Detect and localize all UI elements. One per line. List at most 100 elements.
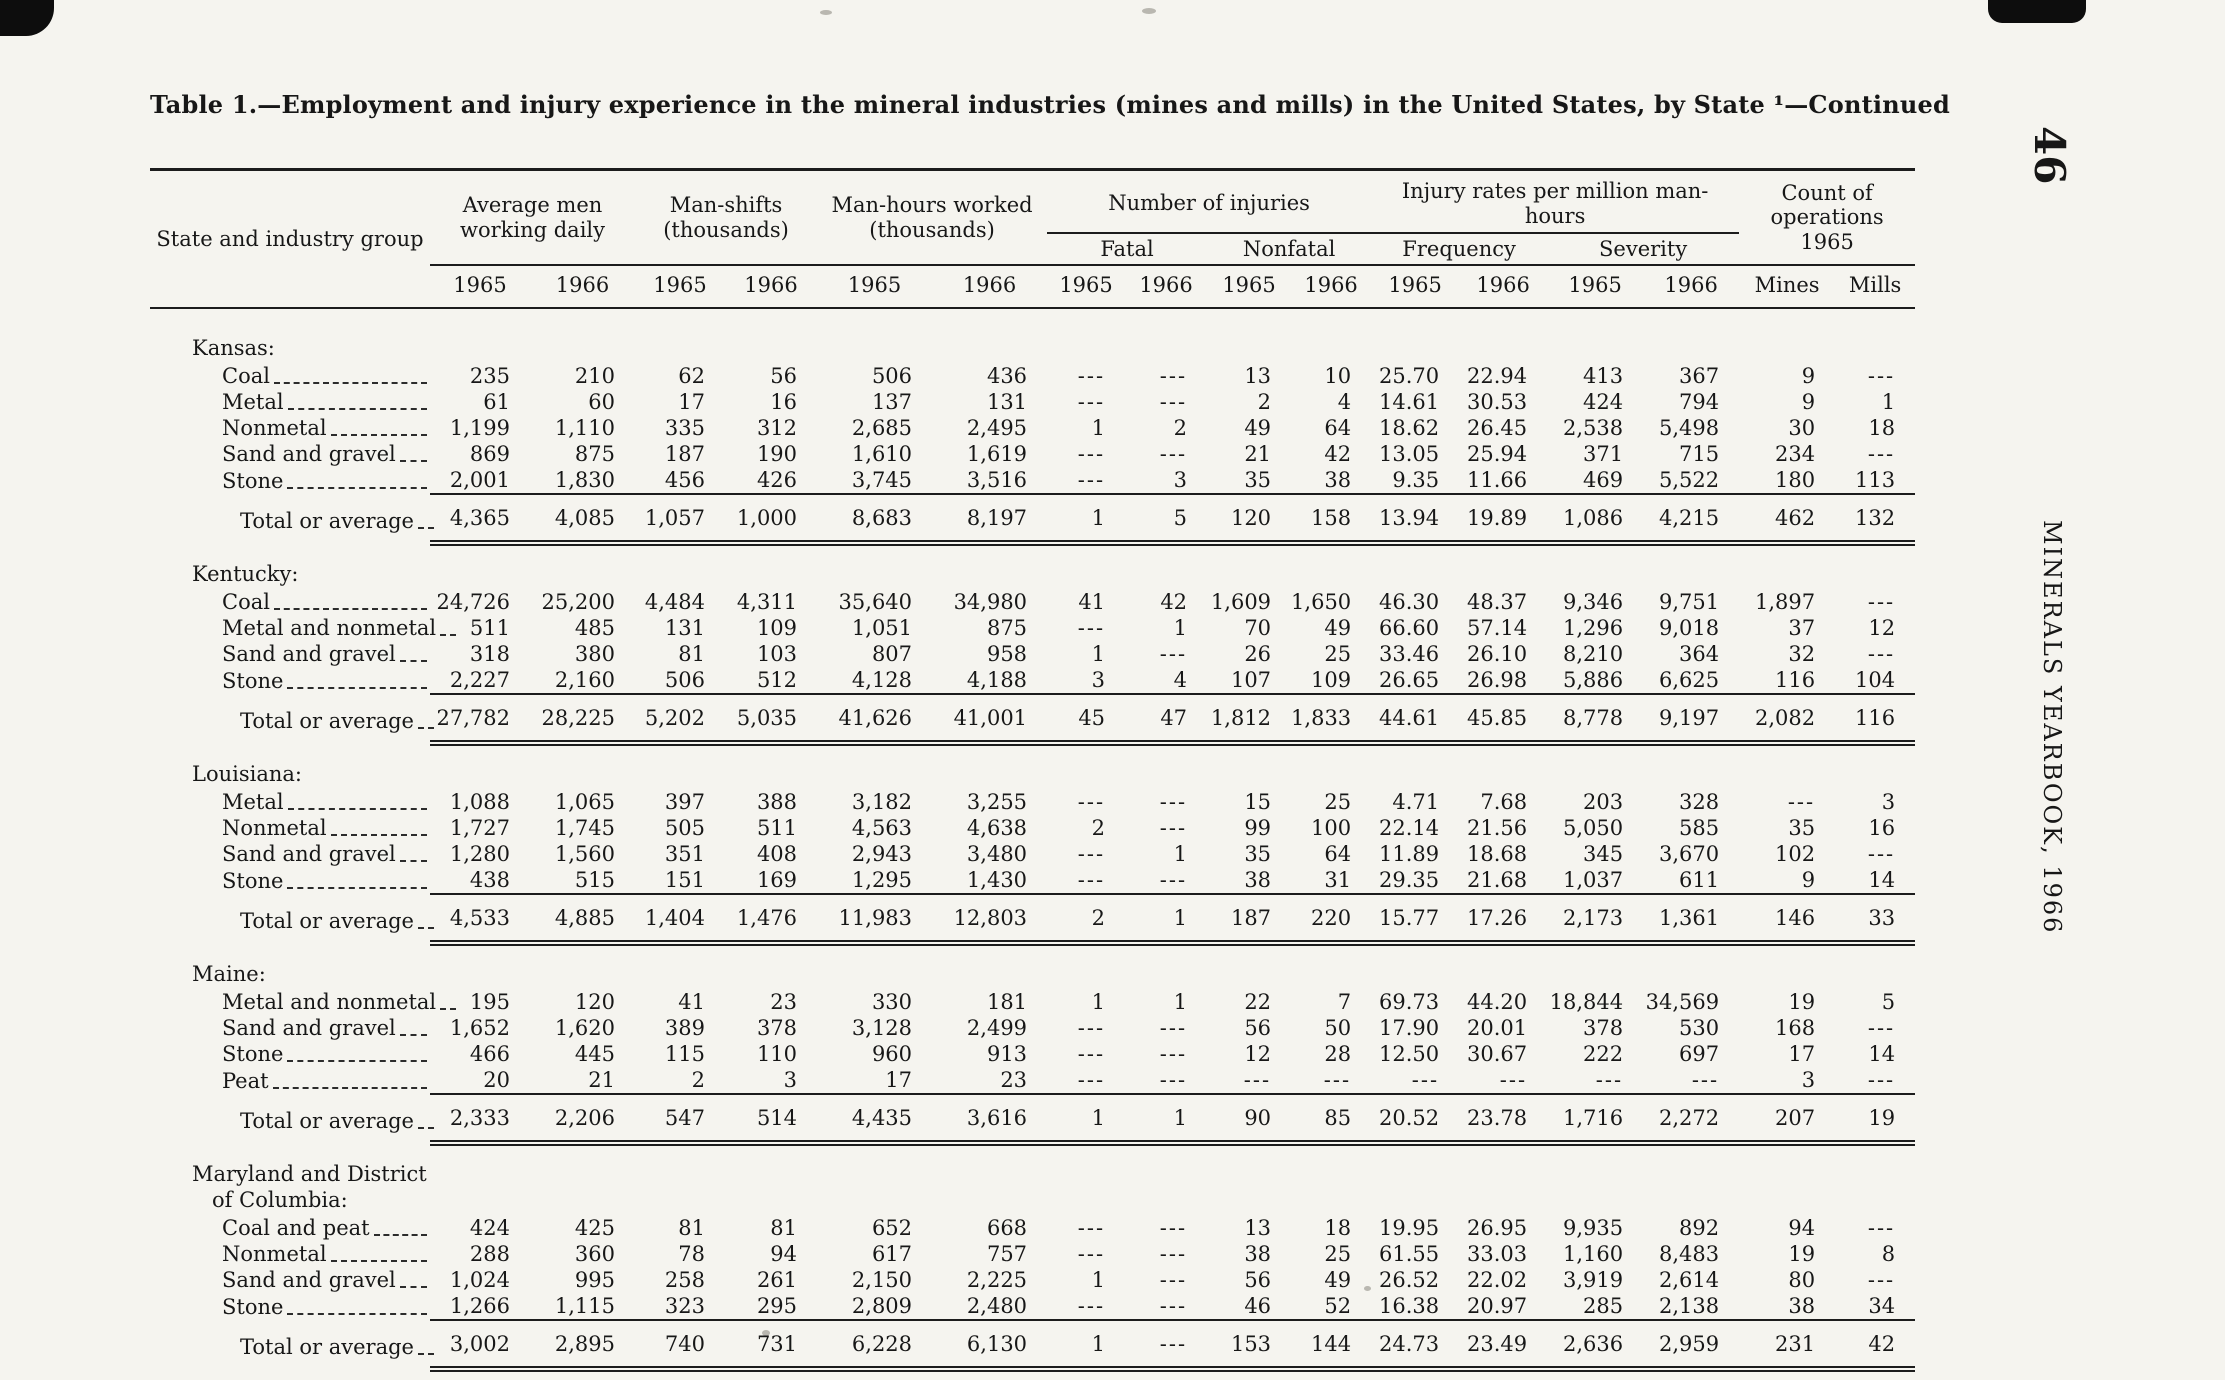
- dotted-leader: [287, 1060, 427, 1063]
- dotted-leader: [417, 1353, 434, 1356]
- value-cell: 9.35: [1392, 468, 1440, 493]
- value-cell: 34: [1868, 1294, 1896, 1319]
- total-label: Total or average: [150, 894, 434, 943]
- value-cell: 207: [1739, 1093, 1836, 1147]
- value-cell: ---: [1125, 1319, 1208, 1373]
- value-cell: 466: [469, 1042, 510, 1067]
- value-cell: 21.68: [1466, 868, 1528, 893]
- industry-row: Metal 1,088 1,065 397 388 3,182 3,255 --- --- 15 2…: [150, 789, 1915, 815]
- value-cell: 2,150: [851, 1268, 913, 1293]
- value-cell: 1,620: [554, 1016, 616, 1041]
- dotted-leader: [399, 1286, 427, 1289]
- row-label-text: Stone: [222, 669, 284, 694]
- dotted-leader: [330, 1260, 427, 1263]
- value-cell: 69.73: [1378, 990, 1440, 1015]
- year-header: 1965: [1371, 265, 1460, 310]
- value-cell: ---: [1159, 1068, 1188, 1093]
- industry-label: Metal and nonmetal: [150, 989, 457, 1015]
- value-cell: 1,280: [449, 842, 510, 867]
- value-cell: 18: [1868, 416, 1896, 441]
- value-cell: 33.46: [1378, 642, 1440, 667]
- value-cell: 64: [1324, 416, 1352, 441]
- row-label-text: Metal: [222, 390, 284, 415]
- value-cell: 27,782: [430, 693, 530, 747]
- industry-label: Stone: [150, 867, 430, 894]
- value-cell: 44.61: [1371, 693, 1460, 747]
- value-cell: 28,225: [530, 693, 636, 747]
- value-cell: 169: [756, 868, 798, 893]
- value-cell: 1: [1047, 1093, 1126, 1147]
- value-cell: 1,266: [449, 1294, 510, 1319]
- industry-label: Sand and gravel: [150, 441, 430, 467]
- value-cell: 62: [678, 364, 706, 389]
- year-header: 1966: [1459, 265, 1548, 310]
- industry-row: Stone 2,001 1,830 456 426 3,745 3,516 --- 3 35 38 9…: [150, 467, 1915, 494]
- value-cell: 50: [1324, 1016, 1352, 1041]
- value-cell: 1,086: [1547, 493, 1644, 547]
- value-cell: 16.38: [1378, 1294, 1440, 1319]
- table-wrap: State and industry group Average men wor…: [150, 168, 1916, 1373]
- value-cell: 6,130: [932, 1319, 1048, 1373]
- value-cell: 19: [1788, 1242, 1816, 1267]
- value-cell: 168: [1775, 1016, 1816, 1041]
- value-cell: 23: [770, 990, 798, 1015]
- total-label: Total or average: [150, 1094, 434, 1143]
- table-header: State and industry group Average men wor…: [150, 169, 1916, 310]
- value-cell: 113: [1855, 468, 1896, 493]
- value-cell: 2,272: [1643, 1093, 1740, 1147]
- row-label-text: Sand and gravel: [222, 642, 396, 667]
- value-cell: 1: [1173, 842, 1188, 867]
- value-cell: 81: [770, 1216, 798, 1241]
- dotted-leader: [287, 408, 427, 411]
- value-cell: 1,833: [1291, 693, 1372, 747]
- dotted-leader: [440, 1008, 457, 1011]
- value-cell: 438: [469, 868, 510, 893]
- value-cell: 511: [756, 816, 798, 841]
- value-cell: 345: [1583, 842, 1624, 867]
- value-cell: 33: [1835, 893, 1916, 947]
- value-cell: 21: [1244, 442, 1272, 467]
- value-cell: 1,897: [1755, 590, 1816, 615]
- year-header: 1966: [1643, 265, 1740, 310]
- value-cell: 506: [871, 364, 913, 389]
- dotted-leader: [399, 460, 427, 463]
- value-cell: 1: [1091, 642, 1106, 667]
- value-cell: 46.30: [1378, 590, 1440, 615]
- label-wrap: Nonmetal: [150, 815, 430, 841]
- group-spacer: [150, 743, 1915, 758]
- value-cell: 47: [1125, 693, 1208, 747]
- value-cell: ---: [1077, 468, 1106, 493]
- value-cell: 8,683: [817, 493, 933, 547]
- value-cell: 4,533: [430, 893, 530, 947]
- dotted-leader: [399, 860, 427, 863]
- value-cell: ---: [1595, 1068, 1624, 1093]
- value-cell: 2: [1257, 390, 1272, 415]
- industry-row: Nonmetal 1,199 1,110 335 312 2,685 2,495 1 2 49 64…: [150, 415, 1915, 441]
- dotted-leader: [273, 382, 427, 385]
- value-cell: 42: [1835, 1319, 1916, 1373]
- dotted-leader: [440, 634, 457, 637]
- value-cell: 12: [1244, 1042, 1272, 1067]
- value-cell: 48.37: [1466, 590, 1528, 615]
- value-cell: 26.65: [1378, 668, 1440, 693]
- value-cell: 12,803: [932, 893, 1048, 947]
- value-cell: 33.03: [1466, 1242, 1528, 1267]
- value-cell: 42: [1324, 442, 1352, 467]
- value-cell: 21.56: [1466, 816, 1528, 841]
- value-cell: 2,636: [1547, 1319, 1644, 1373]
- value-cell: 2,138: [1659, 1294, 1720, 1319]
- value-cell: 512: [756, 668, 798, 693]
- state-header-row: Louisiana:: [150, 758, 1915, 789]
- page-number: 46: [2025, 126, 2074, 185]
- value-cell: 61.55: [1378, 1242, 1440, 1267]
- col-header-mines: Mines: [1739, 265, 1836, 310]
- header-year-row: 1965 1966 1965 1966 1965 1966 1965 1966 …: [150, 265, 1916, 310]
- industry-label: Coal: [150, 589, 430, 615]
- value-cell: 18.68: [1466, 842, 1528, 867]
- value-cell: ---: [1867, 1068, 1896, 1093]
- value-cell: 2,959: [1643, 1319, 1740, 1373]
- industry-row: Stone 466 445 115 110 960 913 --- --- 12 28 12.50 30…: [150, 1041, 1915, 1067]
- dotted-leader: [417, 1127, 434, 1130]
- value-cell: ---: [1077, 390, 1106, 415]
- value-cell: ---: [1867, 442, 1896, 467]
